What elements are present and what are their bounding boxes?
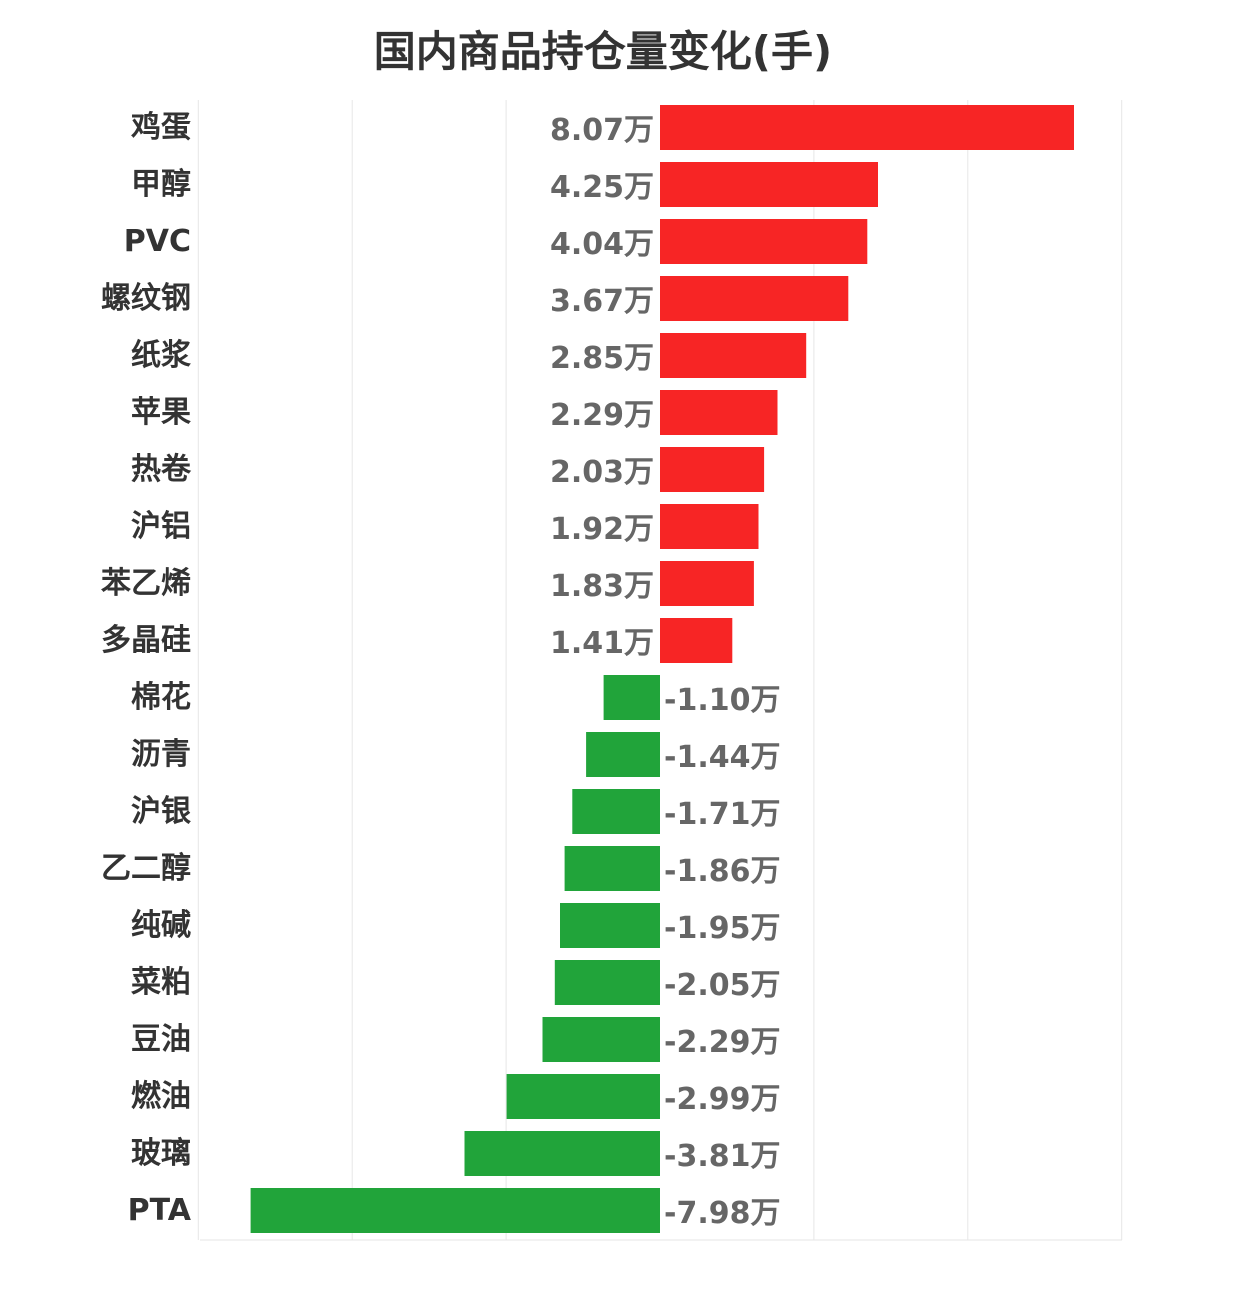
value-label: 2.29万 (550, 398, 654, 433)
grid-lines (197, 100, 1123, 1241)
value-label: -2.29万 (664, 1025, 780, 1060)
category-label: 棉花 (131, 680, 191, 715)
category-label: PTA (128, 1193, 192, 1228)
bar (660, 162, 878, 207)
category-label: PVC (124, 224, 191, 259)
value-label: 2.03万 (550, 455, 654, 490)
bar (660, 276, 849, 321)
chart-title: 国内商品持仓量变化(手) (373, 27, 833, 76)
bars (250, 105, 1074, 1233)
value-label: 4.04万 (550, 227, 654, 262)
category-label: 燃油 (131, 1079, 191, 1114)
category-label: 甲醇 (131, 167, 191, 202)
value-label: -7.98万 (664, 1196, 780, 1231)
category-label: 豆油 (131, 1022, 191, 1057)
category-label: 沥青 (131, 737, 191, 772)
value-label: 1.41万 (550, 626, 654, 661)
category-label: 纯碱 (131, 908, 191, 943)
value-label: -2.99万 (664, 1082, 780, 1117)
bar (564, 846, 660, 891)
category-label: 沪银 (131, 794, 191, 829)
bar (660, 333, 807, 378)
bar (603, 675, 660, 720)
bar (250, 1188, 660, 1233)
bar (572, 789, 660, 834)
bar (560, 903, 660, 948)
bar (660, 447, 765, 492)
category-label: 乙二醇 (101, 851, 191, 886)
value-label: 2.85万 (550, 341, 654, 376)
category-label: 菜粕 (131, 965, 191, 1000)
category-label: 鸡蛋 (131, 110, 191, 145)
bar (660, 504, 759, 549)
category-label: 苹果 (131, 395, 191, 430)
category-label: 热卷 (131, 452, 192, 487)
value-label: -1.95万 (664, 911, 780, 946)
bar (554, 960, 660, 1005)
value-label: -1.10万 (664, 683, 780, 718)
category-label: 螺纹钢 (101, 281, 191, 316)
bar (586, 732, 660, 777)
value-label: 4.25万 (550, 170, 654, 205)
value-label: 3.67万 (550, 284, 654, 319)
category-label: 多晶硅 (101, 623, 191, 658)
value-label: 1.92万 (550, 512, 654, 547)
bar (660, 618, 733, 663)
value-label: -3.81万 (664, 1139, 780, 1174)
bar (464, 1131, 660, 1176)
value-label: 1.83万 (550, 569, 654, 604)
bar (542, 1017, 660, 1062)
category-label: 纸浆 (131, 338, 191, 373)
value-labels: 8.07万 4.25万 4.04万 3.67万 2.85万 2.29万 2.03万 1.92万… (550, 113, 781, 1231)
category-label: 沪铝 (131, 509, 191, 544)
value-label: 8.07万 (550, 113, 654, 148)
value-label: -1.86万 (664, 854, 780, 889)
value-label: -2.05万 (664, 968, 780, 1003)
bar (660, 219, 868, 264)
value-label: -1.44万 (664, 740, 780, 775)
bar (506, 1074, 660, 1119)
category-label: 苯乙烯 (101, 566, 191, 601)
bar (660, 105, 1074, 150)
value-label: -1.71万 (664, 797, 780, 832)
bar (660, 390, 778, 435)
bar (660, 561, 754, 606)
category-label: 玻璃 (131, 1136, 191, 1171)
